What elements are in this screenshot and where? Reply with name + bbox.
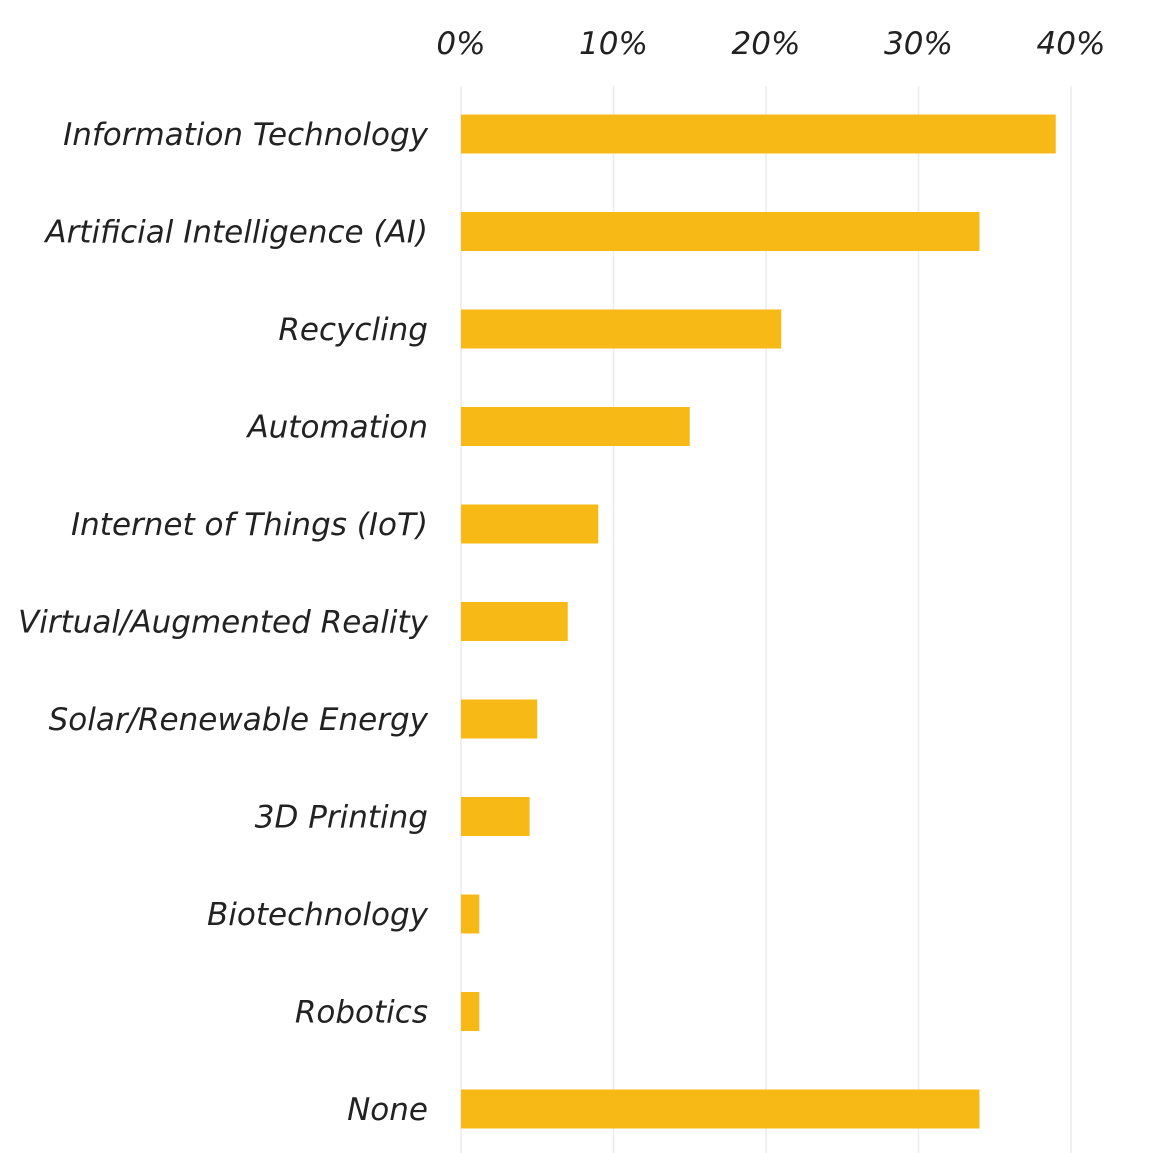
bar-virtual-augmented-reality [461,602,568,641]
bar-robotics [461,992,480,1031]
category-label: Robotics [295,995,428,1031]
category-label: Automation [245,410,428,446]
category-label: 3D Printing [255,800,428,836]
category-label: Artificial Intelligence (AI) [43,215,428,251]
category-label: None [347,1092,428,1128]
x-tick-label: 30% [884,26,953,62]
category-label: Recycling [278,312,428,348]
bar-internet-of-things-iot [461,504,599,544]
bar-recycling [461,309,782,349]
bar-information-technology [461,114,1056,154]
x-tick-label: 20% [732,26,801,62]
bar-biotechnology [461,894,480,934]
bar-3d-printing [461,797,530,836]
gridlines [460,86,1072,1153]
category-labels: Information Technology Artificial Intelli… [18,117,429,1128]
bar-solar-renewable-energy [461,699,538,739]
category-label: Biotechnology [207,897,429,933]
category-label: Solar/Renewable Energy [49,702,429,738]
x-tick-label: 0% [436,26,485,62]
x-tick-label: 40% [1037,26,1106,62]
bars [461,114,1056,1129]
bar-artificial-intelligence-ai [461,212,980,251]
x-axis-ticks: 0% 10% 20% 30% 40% [436,26,1105,62]
category-label: Information Technology [63,117,429,153]
bar-none [461,1089,980,1129]
x-tick-label: 10% [579,26,648,62]
category-label: Virtual/Augmented Reality [18,605,429,641]
bar-automation [461,407,690,446]
category-label: Internet of Things (IoT) [71,507,428,543]
